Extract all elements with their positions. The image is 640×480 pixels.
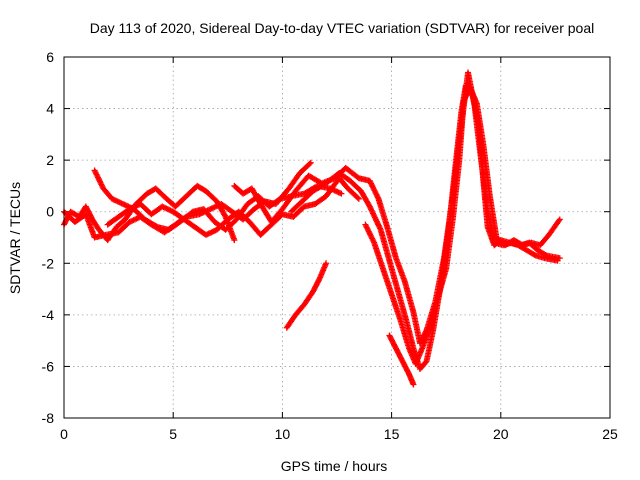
y-tick-label: 2 [46, 152, 54, 168]
series-track-1 [61, 182, 238, 244]
data-point [338, 190, 345, 197]
x-tick-label: 20 [493, 426, 509, 442]
series-track-4 [104, 175, 362, 238]
data-point [153, 223, 160, 230]
x-tick-label: 15 [384, 426, 400, 442]
chart-title: Day 113 of 2020, Sidereal Day-to-day VTE… [90, 20, 594, 36]
data-point [555, 217, 562, 224]
data-points [61, 69, 563, 388]
data-point [355, 195, 362, 202]
data-point [307, 159, 314, 166]
y-tick-label: 0 [46, 204, 54, 220]
data-point [354, 194, 361, 201]
grid [64, 57, 610, 418]
y-tick-label: -4 [42, 307, 55, 323]
y-tick-label: -2 [42, 255, 55, 271]
series-track-6 [283, 260, 330, 331]
series-track-9 [386, 332, 417, 388]
x-tick-label: 10 [275, 426, 291, 442]
y-tick-label: -6 [42, 358, 55, 374]
plot-frame [63, 56, 611, 419]
data-point [531, 251, 538, 258]
y-tick-label: 4 [46, 101, 54, 117]
y-tick-labels: -8 -6 -4 -2 0 2 4 6 [42, 49, 55, 426]
data-point [556, 216, 563, 223]
x-tick-label: 5 [169, 426, 177, 442]
data-point [422, 359, 429, 366]
data-point [323, 260, 330, 267]
x-tick-label: 0 [60, 426, 68, 442]
y-axis-label: SDTVAR / TECUs [7, 182, 23, 294]
data-point [306, 160, 313, 167]
axis-ticks [63, 56, 611, 419]
series-track-8 [362, 84, 563, 367]
data-point [221, 212, 228, 219]
data-point [554, 257, 561, 264]
data-point [410, 381, 417, 388]
y-tick-label: 6 [46, 49, 54, 65]
x-tick-label: 25 [602, 426, 618, 442]
data-point [231, 237, 238, 244]
data-point [315, 277, 322, 284]
x-tick-labels: 0 5 10 15 20 25 [60, 426, 618, 442]
x-axis-label: GPS time / hours [281, 458, 388, 474]
y-tick-label: -8 [42, 410, 55, 426]
